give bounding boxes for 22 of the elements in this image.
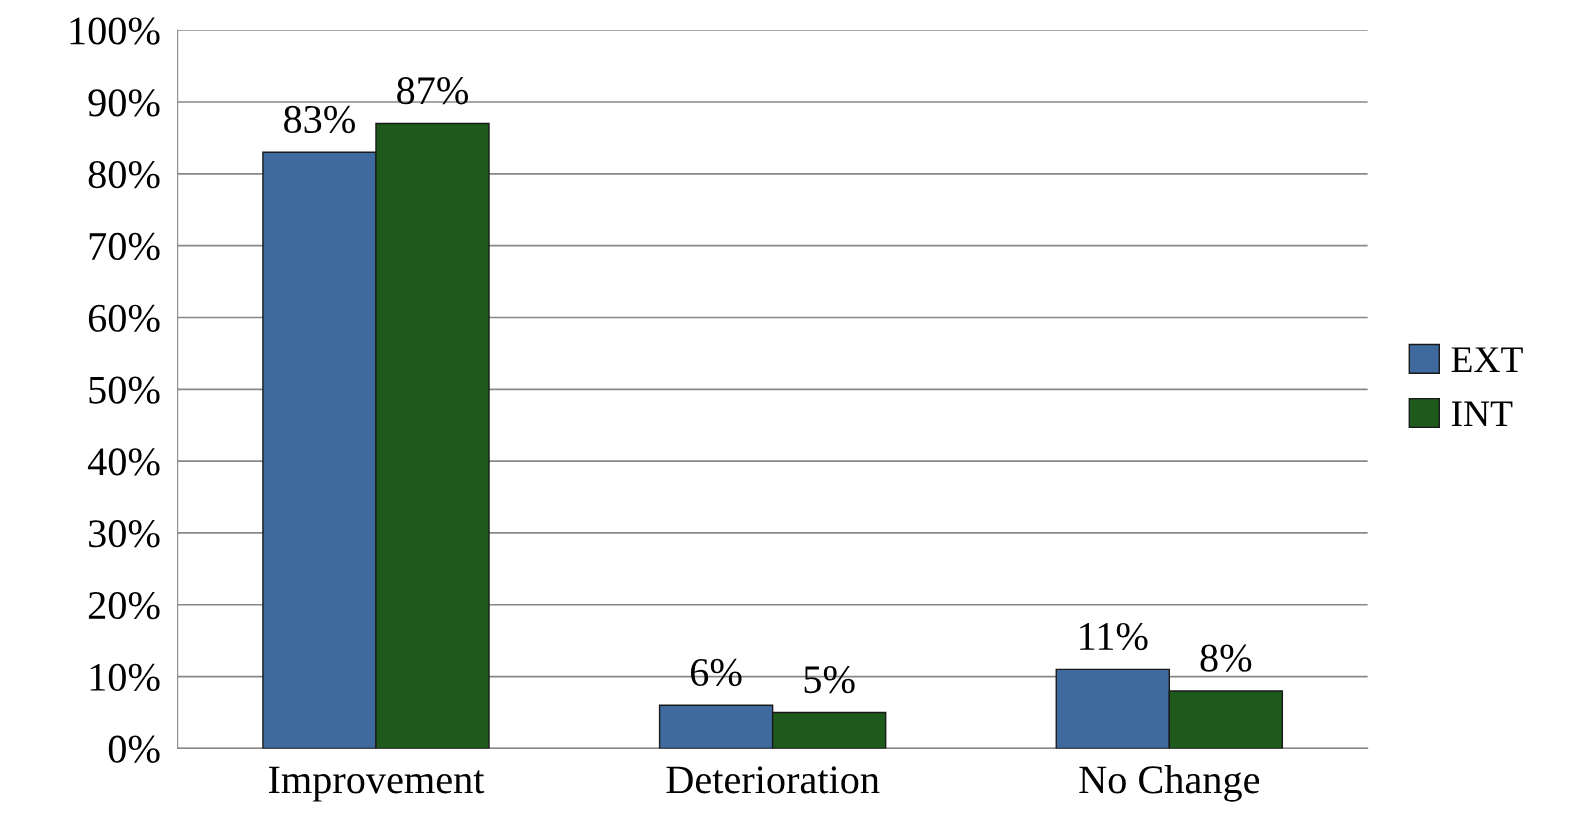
text: 87% bbox=[397, 77, 469, 105]
y-tick-label: 50% bbox=[89, 376, 160, 404]
text: 5% bbox=[804, 666, 855, 694]
text: 6% bbox=[691, 658, 742, 687]
x-tick-label: No Change bbox=[1079, 765, 1260, 802]
text: 83% bbox=[284, 105, 355, 134]
legend-label: EXT bbox=[1451, 347, 1523, 372]
y-tick-label: 60% bbox=[88, 304, 160, 332]
y-tick-label: 40% bbox=[87, 448, 160, 476]
y-tick-label: 80% bbox=[88, 161, 160, 189]
x-tick-label: Improvement bbox=[268, 766, 485, 802]
text: 8% bbox=[1200, 644, 1252, 672]
x-tick-label: Deterioration bbox=[666, 766, 880, 794]
text: 11% bbox=[1080, 622, 1148, 651]
y-tick-label: 30% bbox=[89, 520, 160, 548]
y-tick-label: 90% bbox=[88, 89, 160, 117]
y-tick-label: 20% bbox=[88, 591, 160, 620]
y-tick-label: 70% bbox=[89, 232, 160, 261]
y-tick-label: 100% bbox=[70, 17, 160, 45]
legend-label: INT bbox=[1451, 401, 1513, 427]
y-tick-label: 0% bbox=[108, 735, 160, 763]
y-tick-label: 10% bbox=[90, 663, 160, 692]
